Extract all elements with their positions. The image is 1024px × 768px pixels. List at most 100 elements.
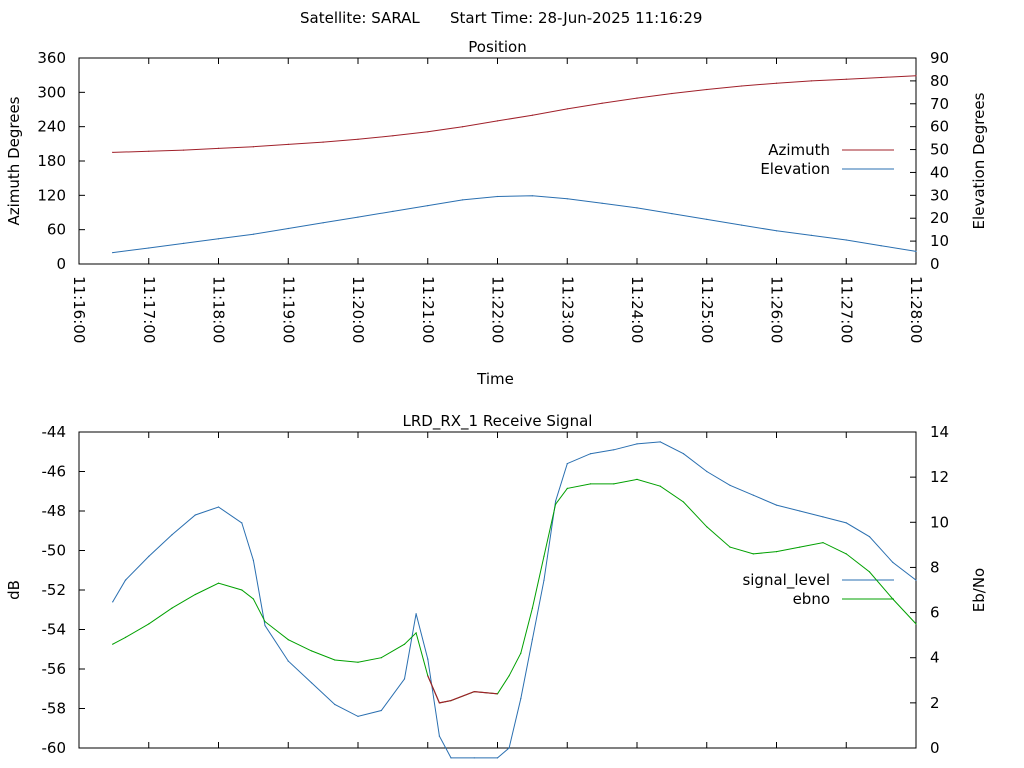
receive_signal-point-ebno [636,478,638,480]
receive_signal-point-ebno [403,643,406,645]
receive_signal-point-signal_level [659,441,661,443]
receive_signal-point-ebno [310,650,313,652]
receive_signal-ytick-left-label: -46 [42,463,67,481]
receive_signal-point-signal_level [427,658,429,660]
position-point-azimuth [601,102,603,104]
receive_signal-legend-label-signal_level: signal_level [742,571,830,590]
position-legend-label-azimuth: Azimuth [768,141,830,159]
position-point-elevation [217,238,220,240]
position-point-azimuth [775,82,778,84]
receive_signal-point-signal_level [892,561,894,564]
receive_signal-point-signal_level [822,516,824,518]
position-point-elevation [706,218,708,220]
receive_signal-point-signal_level [310,682,313,684]
receive_signal-point-signal_level [112,601,114,603]
position-point-elevation [880,245,882,247]
position-ytick-right-label: 60 [930,118,949,136]
receive_signal-point-ebno [543,555,545,557]
receive_signal-point-ebno [241,589,243,591]
receive_signal-ytick-left-label: -52 [42,581,67,599]
receive_signal-point-ebno [531,607,534,609]
position-point-elevation [845,239,847,241]
receive_signal-point-ebno [868,571,871,573]
receive_signal-point-ebno [566,487,568,489]
position-point-azimuth [287,143,289,145]
position-xtick-label: 11:27:00 [837,276,855,343]
receive_signal-point-signal_level [915,579,917,581]
position-point-azimuth [671,92,673,95]
position-point-elevation [462,199,464,201]
receive_signal-point-ebno [264,621,266,623]
receive_signal-point-ebno [589,483,592,485]
position-point-elevation [636,207,638,209]
receive_signal-point-ebno [822,542,824,544]
position-series-elevation [112,195,917,254]
receive_signal-ylabel-left: dB [5,580,23,600]
position-point-azimuth [741,85,743,87]
receive_signal-ytick-left-label: -48 [42,502,67,520]
receive_signal-series-ebno [112,478,917,704]
position-point-azimuth [112,151,114,153]
receive_signal-point-signal_level [566,463,568,465]
receive_signal-point-signal_level [264,624,266,627]
receive_signal-point-signal_level [845,522,847,524]
position-point-elevation [810,234,813,236]
position-point-azimuth [357,138,359,140]
position-point-azimuth [915,75,917,77]
receive_signal-point-signal_level [752,494,754,496]
receive_signal-point-signal_level [334,703,336,706]
receive_signal-point-ebno [775,551,778,553]
position-ytick-left-label: 0 [56,255,66,273]
position-ytick-right-label: 90 [930,49,949,67]
receive_signal-point-ebno [729,546,731,548]
position-series-azimuth [112,75,917,153]
receive_signal-point-signal_level [217,506,220,508]
receive_signal-point-signal_level [799,510,801,512]
receive_signal-point-signal_level [403,678,406,680]
position-ytick-right-label: 30 [930,186,949,204]
receive_signal-point-signal_level [148,555,150,558]
position-point-azimuth [566,108,568,110]
receive_signal-point-signal_level [438,735,440,737]
position-point-azimuth [496,120,499,122]
position-point-elevation [357,216,359,218]
receive_signal-ytick-right-label: 12 [930,468,949,486]
position-point-elevation [601,202,603,204]
position-point-elevation [392,210,394,212]
receive_signal-point-ebno [357,661,359,663]
position-point-elevation [915,250,917,252]
receive_signal-point-signal_level [357,715,359,718]
position-title: Position [468,38,526,56]
receive_signal-point-signal_level [415,613,417,615]
position-point-elevation [148,247,150,249]
position-xlabel: Time [476,370,514,388]
receive_signal-point-ebno [334,659,336,661]
position-xtick-label: 11:20:00 [349,276,367,343]
receive_signal-series-signal_level [112,441,917,759]
position-xtick-label: 11:25:00 [698,276,716,343]
position-ytick-right-label: 50 [930,141,949,159]
position-ytick-left-label: 300 [37,83,66,101]
position-point-elevation [322,222,324,224]
receive_signal-point-signal_level [775,504,778,506]
receive_signal-ytick-left-label: -56 [42,660,67,678]
receive_signal-legend-label-ebno: ebno [793,590,830,608]
position-point-elevation [741,224,743,226]
receive_signal-ytick-right-label: 14 [930,423,949,441]
position-point-azimuth [810,80,813,82]
receive_signal-point-signal_level [473,757,475,759]
receive_signal-point-signal_level [171,534,173,536]
position-xtick-label: 11:16:00 [70,276,88,343]
receive_signal-point-signal_level [589,453,592,455]
position-point-elevation [531,195,534,197]
receive_signal-point-signal_level [555,500,557,502]
receive_signal-point-signal_level [241,522,243,524]
position-ylabel-right: Elevation Degrees [970,92,988,229]
receive_signal-title: LRD_RX_1 Receive Signal [403,412,593,431]
position-xtick-label: 11:18:00 [210,276,228,343]
receive-signal-chart: LRD_RX_1 Receive Signal -60 -58 -56 -54 -52 -5… [5,412,988,759]
position-legend-label-elevation: Elevation [760,160,830,178]
receive_signal-point-ebno [148,623,150,625]
